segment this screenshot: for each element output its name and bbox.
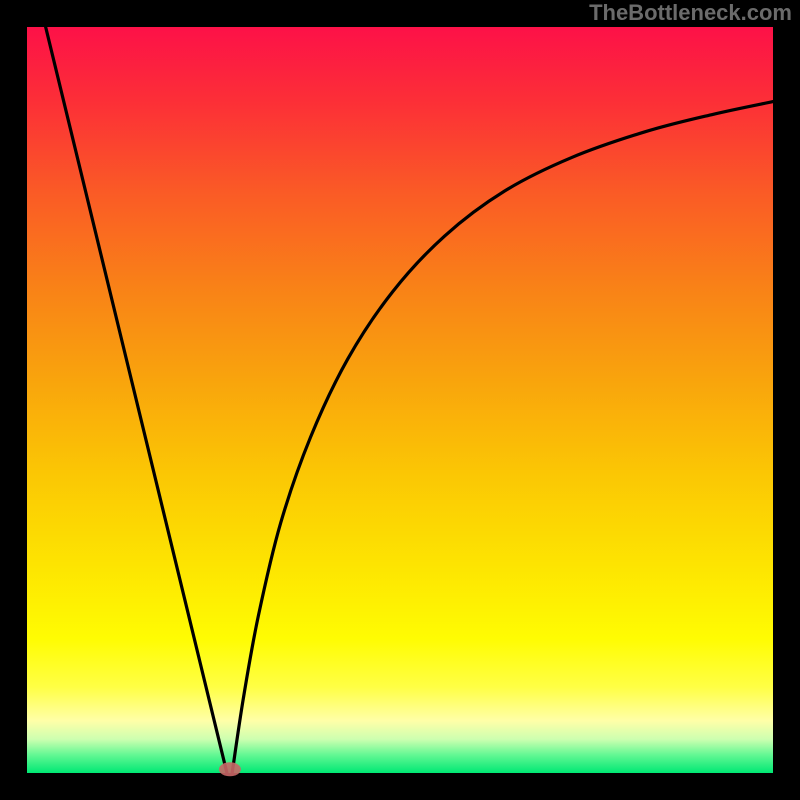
plot-background [27,27,773,773]
bottleneck-chart [0,0,800,800]
watermark-text: TheBottleneck.com [589,0,792,26]
bottleneck-marker [219,762,241,776]
